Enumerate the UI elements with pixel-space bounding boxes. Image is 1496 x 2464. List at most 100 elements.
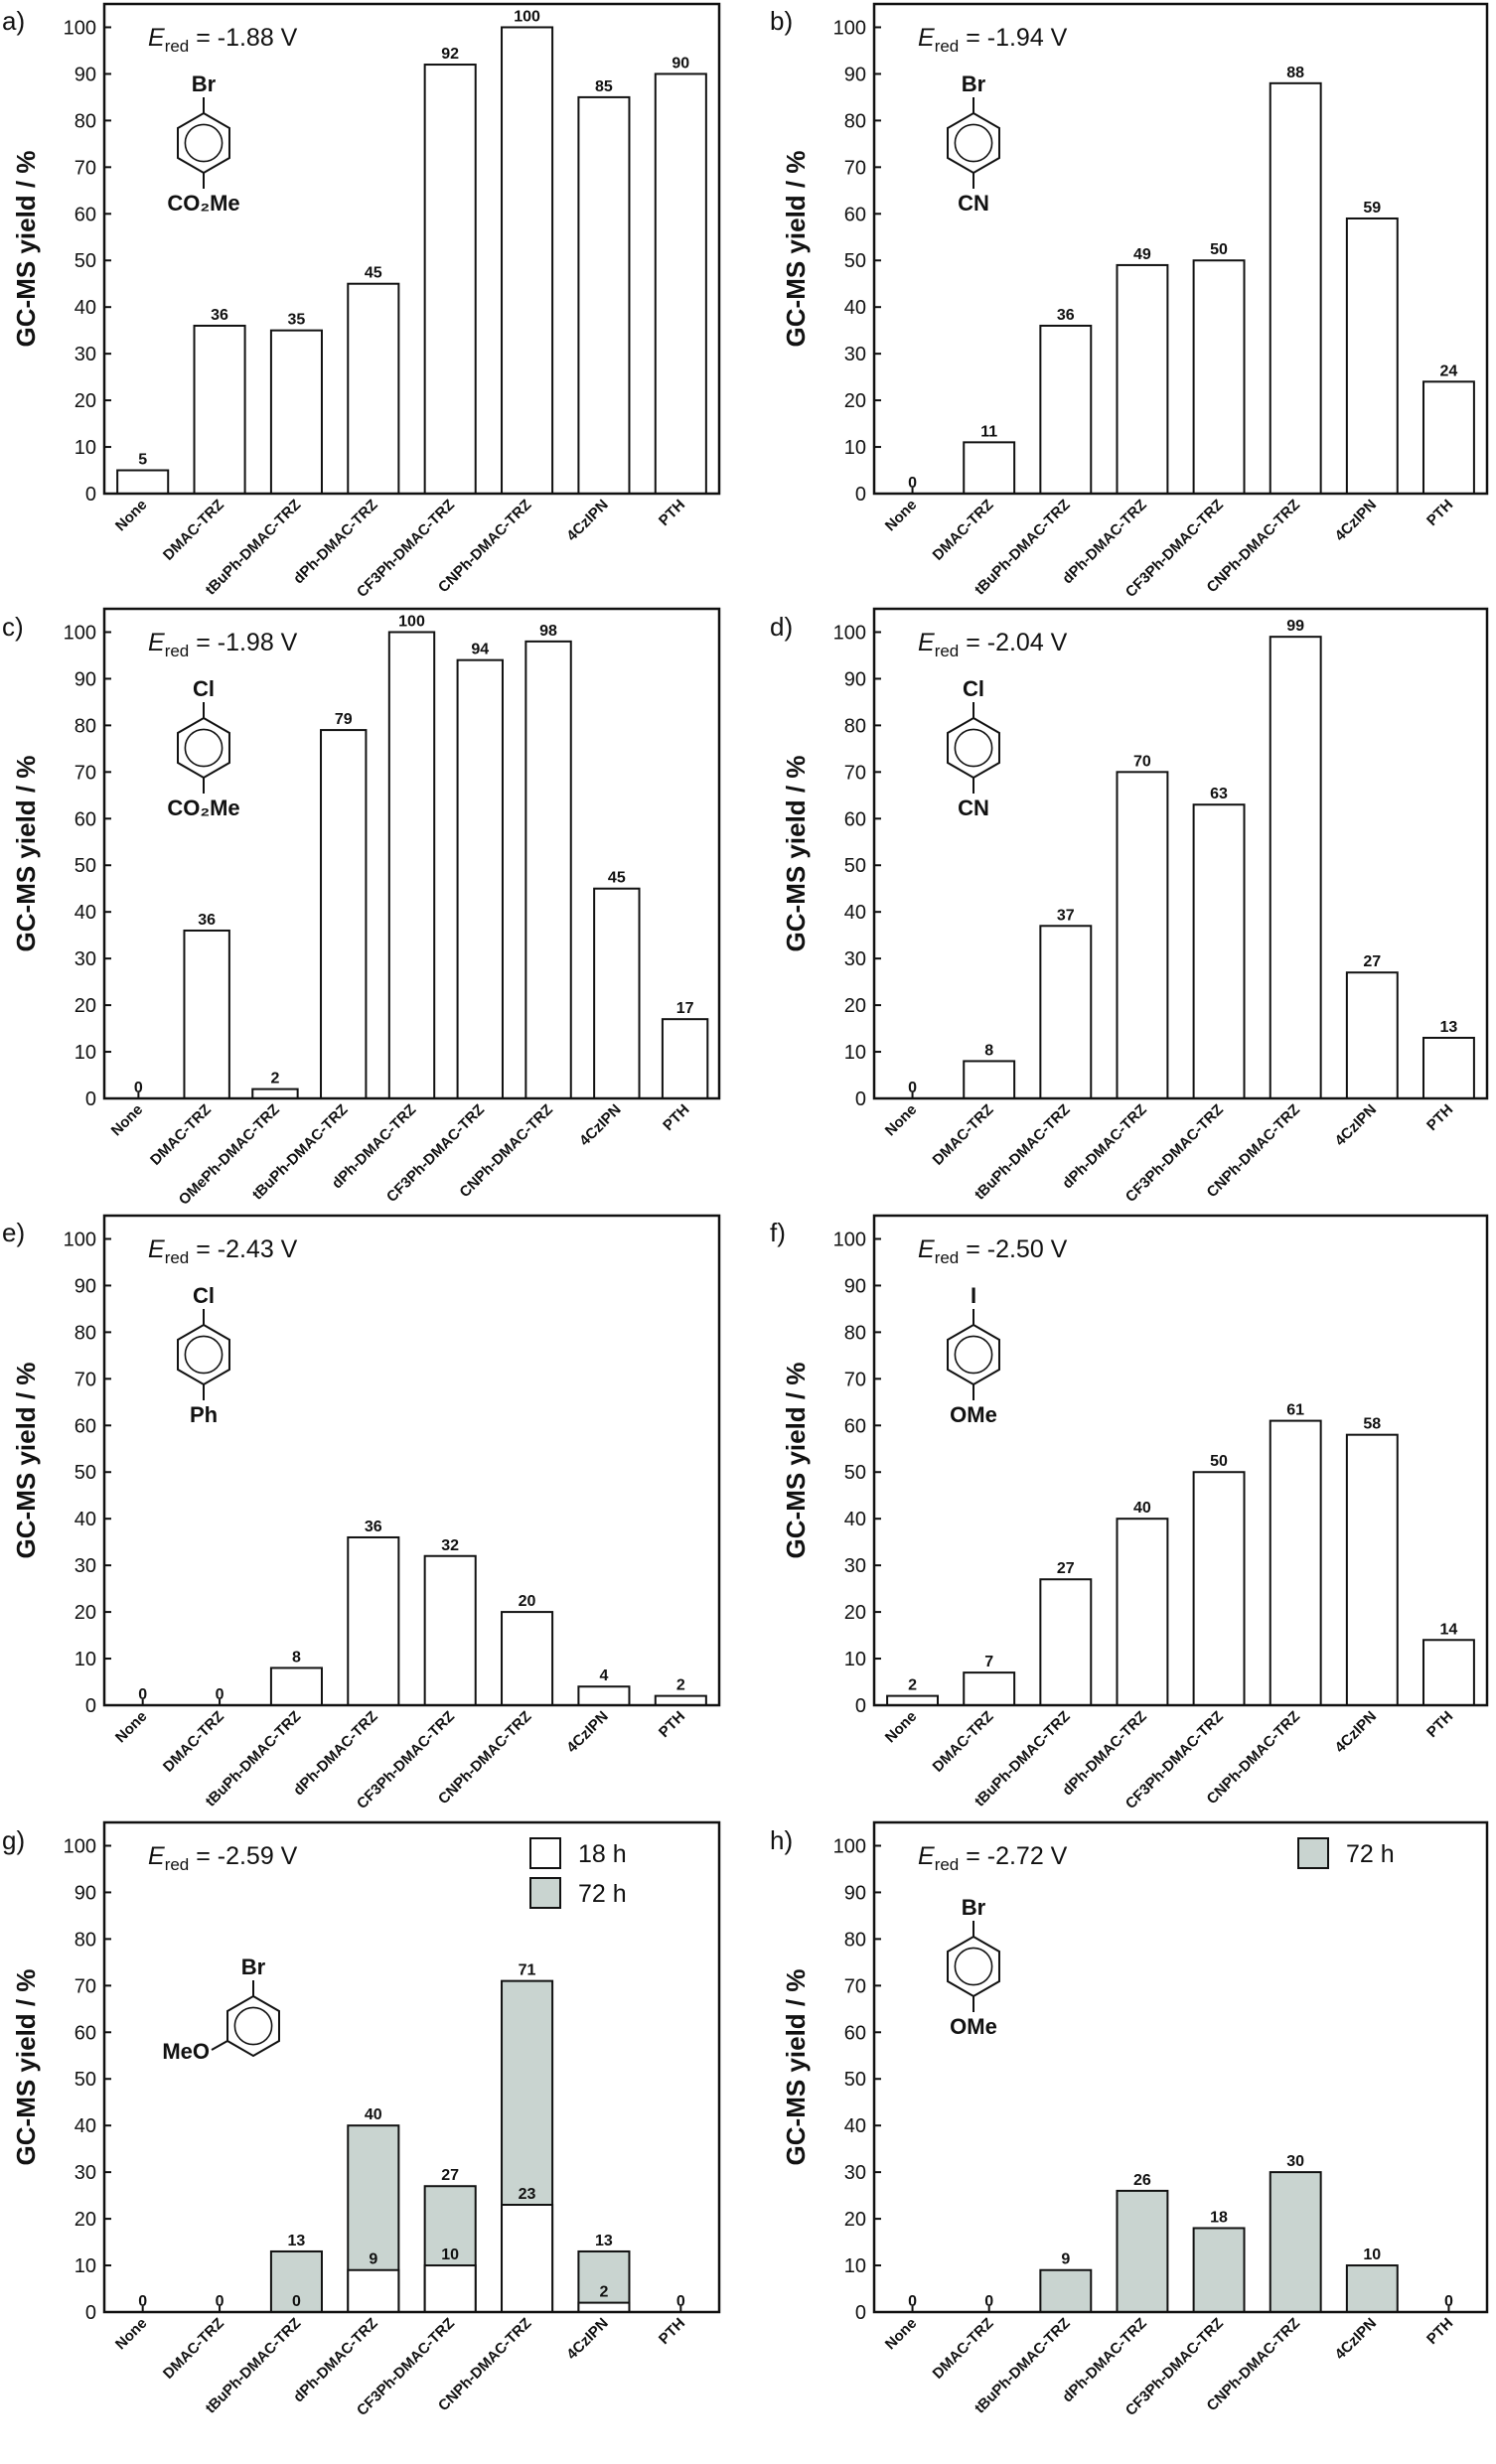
bar <box>269 2249 323 2314</box>
bar-18h <box>501 2204 554 2313</box>
legend-label: 18 h <box>578 1840 627 1868</box>
y-tick-label: 100 <box>64 622 96 644</box>
data-label-18h: 23 <box>519 2186 536 2203</box>
category-label: DMAC-TRZ <box>160 2315 227 2383</box>
y-tick-label: 20 <box>75 995 96 1017</box>
y-tick-label: 80 <box>75 1322 96 1344</box>
y-tick-label: 60 <box>844 2022 866 2044</box>
y-tick-label: 10 <box>844 2255 866 2277</box>
chart-panel-3: d)GC-MS yield / %0102030405060708090100N… <box>770 607 1489 1206</box>
y-tick-label: 70 <box>75 1975 96 1997</box>
substituent-meta: MeO <box>162 2039 210 2064</box>
data-label: 58 <box>1363 1416 1381 1433</box>
category-label: 4CzIPN <box>1332 497 1381 545</box>
data-label: 13 <box>288 2233 306 2249</box>
y-tick-label: 80 <box>75 715 96 737</box>
category-label: PTH <box>656 1708 688 1741</box>
data-label: 32 <box>441 1537 459 1554</box>
y-tick-label: 90 <box>75 1275 96 1297</box>
y-tick-label: 70 <box>844 1369 866 1390</box>
ered-annotation: Ered = -1.94 V <box>918 24 1068 56</box>
y-tick-label: 70 <box>75 762 96 784</box>
data-label: 30 <box>1286 2153 1304 2170</box>
data-label: 36 <box>198 912 216 929</box>
y-tick-label: 60 <box>75 1415 96 1437</box>
y-axis-label: GC-MS yield / % <box>11 151 41 348</box>
bar <box>347 1535 400 1706</box>
category-label: PTH <box>656 2315 688 2348</box>
ered-value: = -2.72 V <box>959 1842 1067 1870</box>
bar <box>1345 217 1399 495</box>
bar <box>1116 1518 1169 1706</box>
data-label-18h: 10 <box>441 2247 459 2263</box>
y-tick-label: 50 <box>75 2069 96 2091</box>
data-label: 10 <box>1363 2247 1381 2263</box>
y-tick-label: 40 <box>844 297 866 319</box>
y-tick-label: 90 <box>844 64 866 85</box>
bar-18h <box>423 2264 477 2313</box>
data-label: 98 <box>539 623 557 640</box>
bar <box>1039 324 1093 495</box>
data-label: 0 <box>908 1080 917 1096</box>
data-label: 8 <box>984 1042 993 1059</box>
category-label: None <box>882 497 921 535</box>
y-tick-label: 30 <box>75 2162 96 2184</box>
y-tick-label: 20 <box>844 2209 866 2231</box>
bar <box>269 329 323 495</box>
bar <box>1192 1471 1246 1706</box>
legend-swatch <box>529 1877 561 1909</box>
y-tick-label: 30 <box>844 1555 866 1577</box>
ered-subscript: red <box>165 642 190 660</box>
data-label: 8 <box>292 1649 301 1666</box>
data-label: 0 <box>1444 2293 1453 2310</box>
data-label: 11 <box>980 423 997 440</box>
panel-label: a) <box>2 6 25 36</box>
aromatic-circle <box>184 1335 224 1375</box>
y-tick-label: 70 <box>844 157 866 179</box>
substituent-bottom: CO₂Me <box>167 191 239 216</box>
aromatic-circle <box>184 123 224 163</box>
ered-subscript: red <box>165 37 190 56</box>
data-label: 27 <box>1363 953 1381 970</box>
y-axis-label: GC-MS yield / % <box>781 1363 811 1559</box>
bar <box>1269 636 1322 1100</box>
ered-subscript: red <box>935 1248 960 1267</box>
category-label: None <box>882 1101 921 1140</box>
bar <box>1192 2227 1246 2313</box>
plot-frame <box>102 1820 721 2314</box>
ered-value: = -2.43 V <box>189 1235 297 1263</box>
y-tick-label: 20 <box>844 995 866 1017</box>
plot-frame <box>872 2 1489 496</box>
data-label: 27 <box>1057 1560 1075 1577</box>
data-label: 0 <box>216 2293 224 2310</box>
bar <box>1345 2264 1399 2313</box>
data-label: 59 <box>1363 200 1381 217</box>
ered-subscript: red <box>935 1855 960 1874</box>
y-tick-label: 100 <box>64 1835 96 1857</box>
ered-subscript: red <box>165 1855 190 1874</box>
category-label: DMAC-TRZ <box>160 1708 227 1776</box>
bar <box>1039 925 1093 1099</box>
data-label: 92 <box>441 46 459 63</box>
y-tick-label: 20 <box>844 390 866 412</box>
data-label: 85 <box>595 78 613 95</box>
ered-value: = -1.88 V <box>189 24 297 52</box>
y-tick-label: 70 <box>75 157 96 179</box>
y-tick-label: 100 <box>833 1835 866 1857</box>
data-label: 45 <box>365 265 382 282</box>
plot-frame <box>872 1820 1489 2314</box>
category-label: None <box>112 1708 151 1747</box>
category-label: 4CzIPN <box>576 1101 625 1150</box>
y-tick-label: 30 <box>75 1555 96 1577</box>
bar <box>1421 380 1475 496</box>
data-label: 0 <box>908 2293 917 2310</box>
data-label: 37 <box>1057 907 1075 924</box>
chart-panel-0: a) GC-MS yield / % 0 10 20 30 40 50 60 70 80 90 100 N… <box>2 2 721 601</box>
chart-panel-1: b) GC-MS yield / % 0 10 20 30 40 50 60 70 80 90 100 N… <box>770 2 1489 601</box>
data-label: 71 <box>519 1962 536 1979</box>
y-tick-label: 50 <box>844 2069 866 2091</box>
data-label: 61 <box>1286 1402 1304 1419</box>
y-tick-label: 80 <box>75 110 96 132</box>
category-label: DMAC-TRZ <box>930 1708 997 1776</box>
y-tick-label: 100 <box>833 622 866 644</box>
